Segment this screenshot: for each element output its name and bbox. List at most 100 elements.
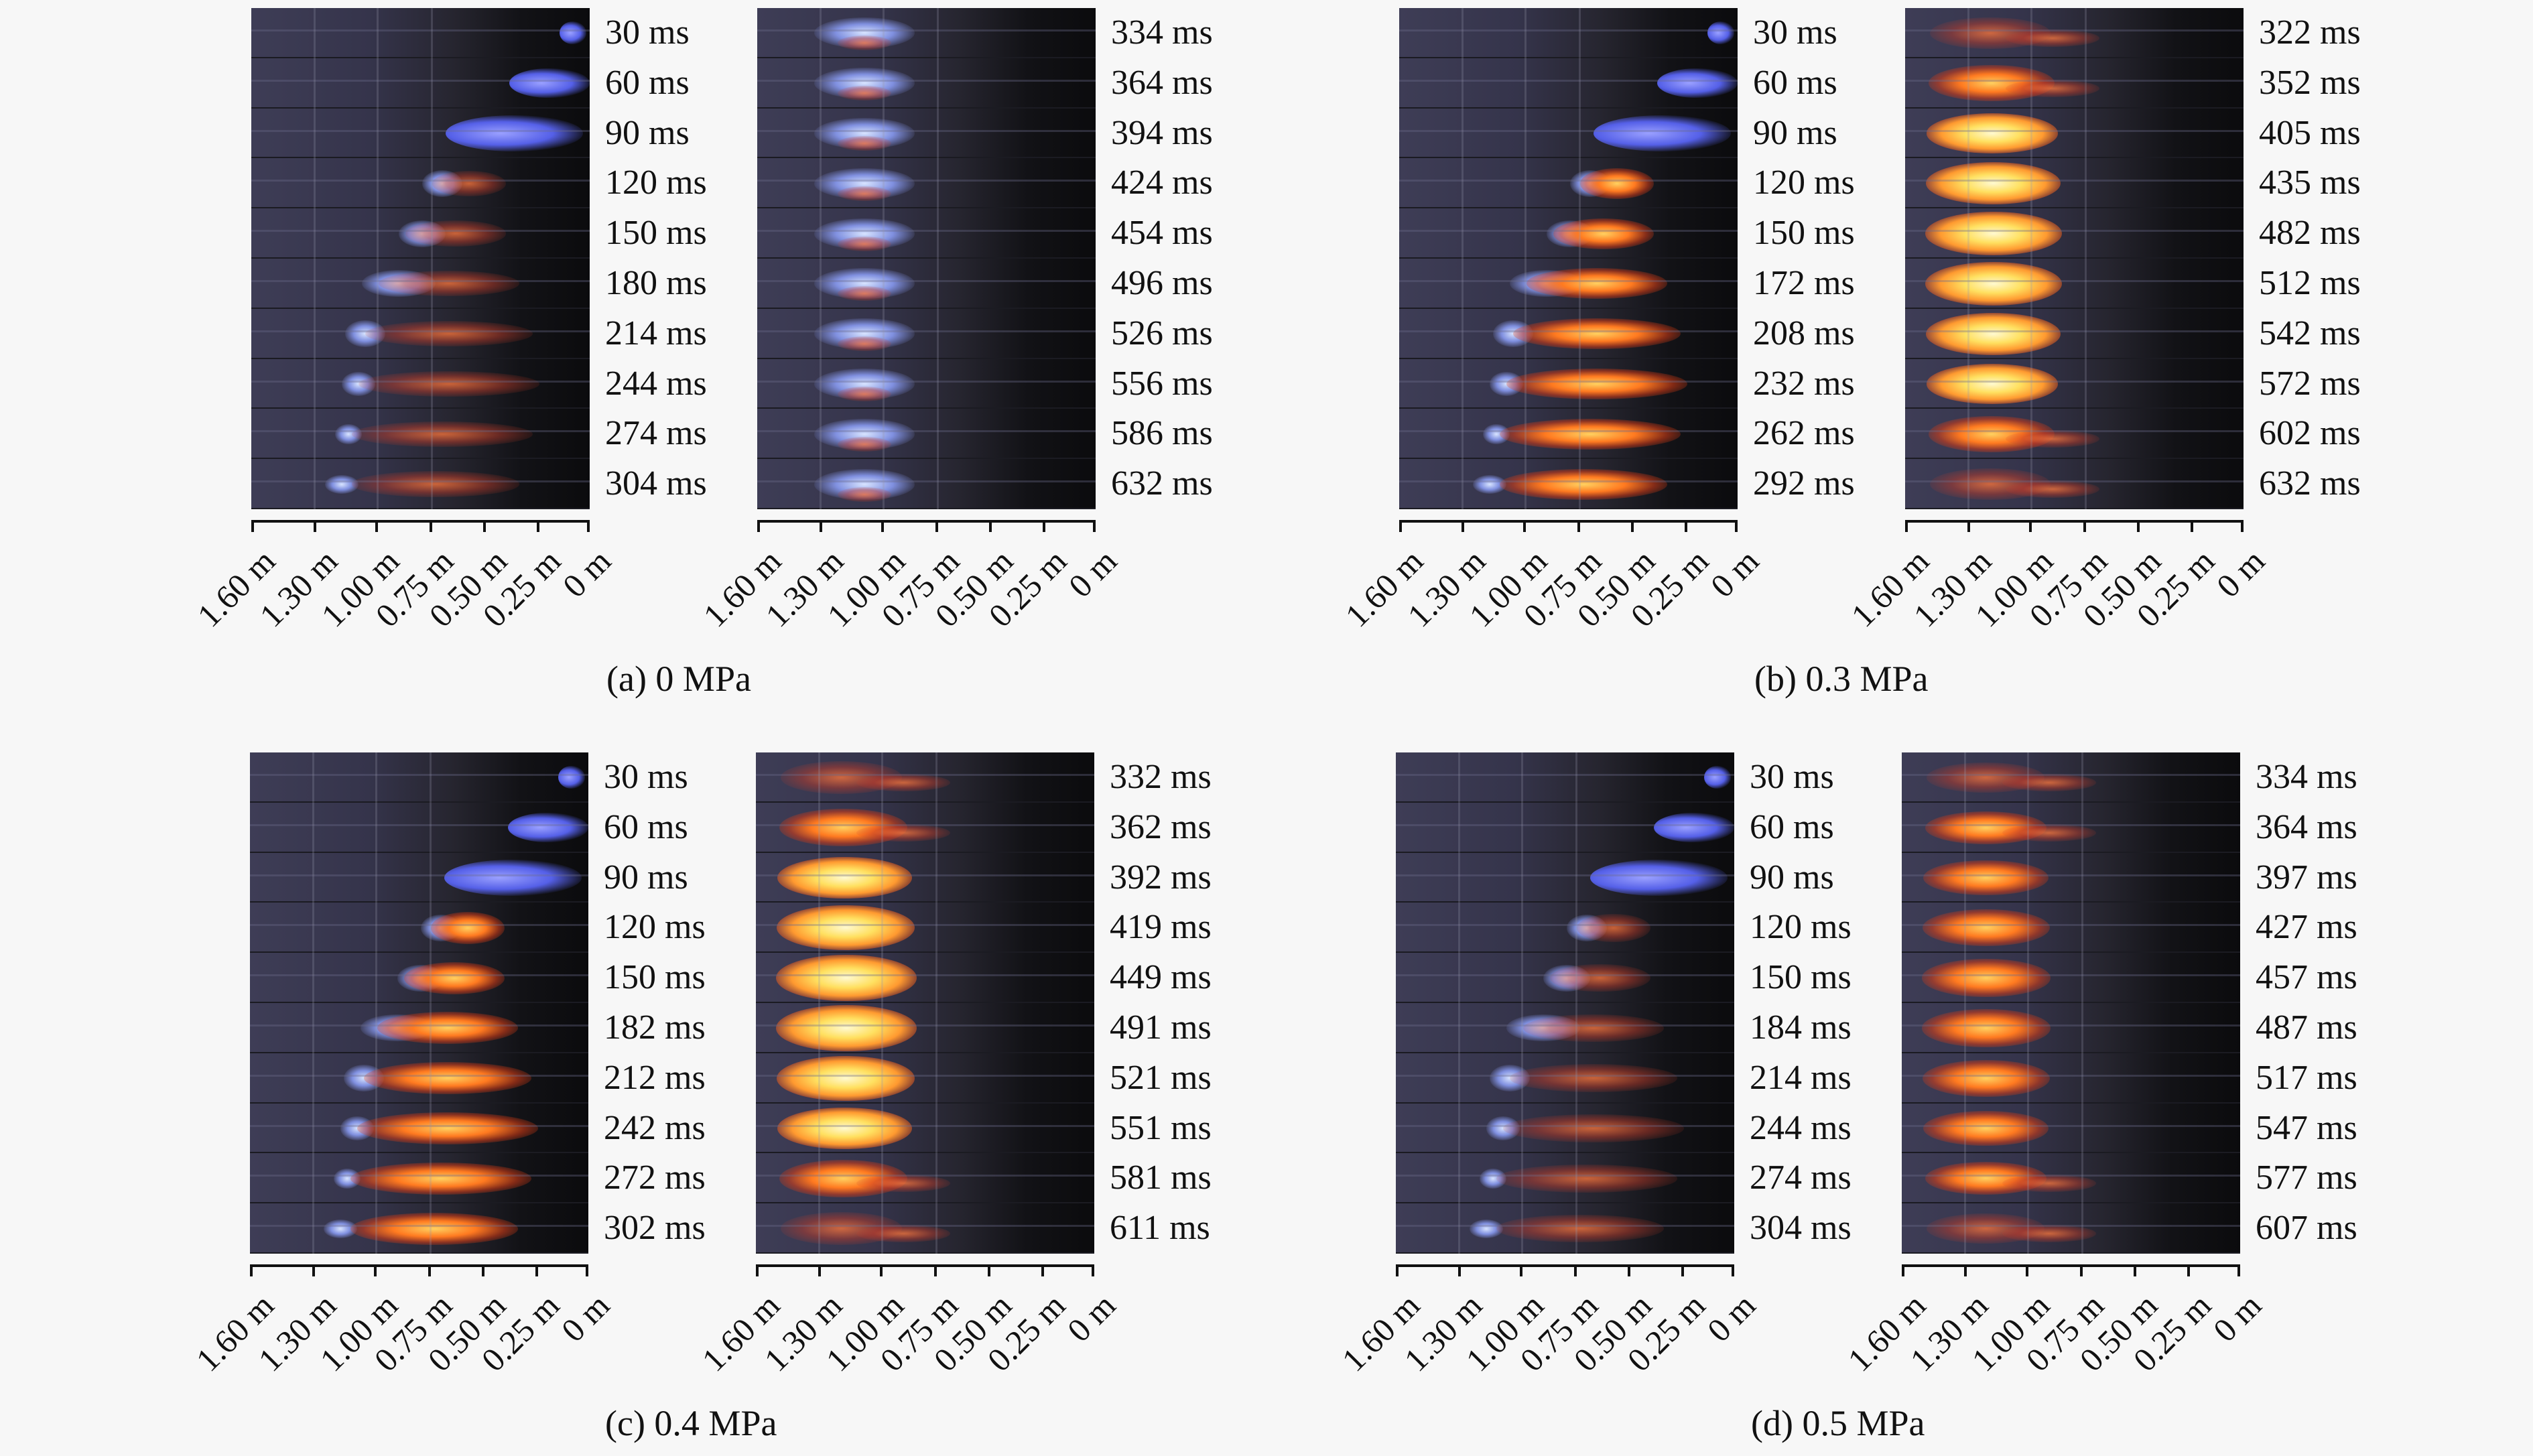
high-speed-frame <box>1905 459 2244 509</box>
high-speed-frame <box>757 58 1096 109</box>
high-speed-frame <box>251 8 590 58</box>
flame-region <box>1513 318 1681 349</box>
high-speed-frame <box>1396 752 1734 803</box>
time-label: 150 ms <box>1753 208 1855 259</box>
time-label: 212 ms <box>604 1053 706 1104</box>
flame-region <box>1923 1060 2050 1097</box>
high-speed-frame <box>250 1203 588 1254</box>
high-speed-frame <box>250 1153 588 1203</box>
axis-tick <box>2191 520 2193 532</box>
time-label: 362 ms <box>1110 803 1212 853</box>
tube-grid-line <box>1967 8 1969 509</box>
tube-grid-line <box>935 752 937 1254</box>
tube-grid-line <box>430 752 432 1254</box>
tube-grid-line <box>1521 752 1523 1254</box>
high-speed-frame <box>1396 1153 1734 1203</box>
high-speed-frame <box>251 158 590 208</box>
axis-tick <box>934 1264 937 1276</box>
flame-region <box>432 171 506 196</box>
figure-panel-c: 30 ms 60 ms 90 ms 120 ms 150 ms 182 ms 212 ms 2… <box>250 752 1470 1456</box>
high-speed-frame <box>757 8 1096 58</box>
right-image-strip <box>756 752 1094 1254</box>
axis-tick <box>1041 1264 1044 1276</box>
high-speed-frame <box>250 953 588 1003</box>
high-speed-frame <box>1399 259 1738 309</box>
flame-region <box>377 1012 518 1044</box>
time-label: 120 ms <box>604 903 706 953</box>
tube-grid-line <box>1458 752 1460 1254</box>
time-label: 364 ms <box>1111 58 1213 109</box>
tube-grid-line <box>375 752 377 1254</box>
flame-region <box>508 813 588 842</box>
time-label: 419 ms <box>1110 903 1212 953</box>
distance-axis: 1.60 m 1.30 m 1.00 m 0.75 m 0.50 m 0.25 m0 m <box>1399 509 1738 523</box>
axis-tick <box>537 520 539 532</box>
left-image-strip <box>251 8 590 509</box>
high-speed-frame <box>1902 853 2240 903</box>
time-label: 611 ms <box>1110 1203 1210 1254</box>
time-label: 182 ms <box>604 1003 706 1053</box>
tube-grid-line <box>883 8 885 509</box>
high-speed-frame <box>756 803 1094 853</box>
axis-tick <box>430 520 432 532</box>
flame-region <box>379 271 519 296</box>
time-label: 30 ms <box>1753 8 1837 58</box>
flame-region <box>446 115 583 151</box>
axis-tick <box>374 1264 377 1276</box>
time-label: 454 ms <box>1111 208 1213 259</box>
time-label: 150 ms <box>1750 953 1852 1003</box>
time-label: 150 ms <box>605 208 707 259</box>
time-label: 30 ms <box>604 752 688 803</box>
axis-tick <box>989 520 992 532</box>
high-speed-frame <box>1396 853 1734 903</box>
time-label: 602 ms <box>2259 409 2361 459</box>
flame-region <box>350 1163 531 1195</box>
flame-region <box>1553 218 1654 249</box>
high-speed-frame <box>757 459 1096 509</box>
time-label: 262 ms <box>1753 409 1855 459</box>
tube-grid-line <box>820 8 822 509</box>
tube-grid-line <box>2027 752 2029 1254</box>
high-speed-frame <box>756 1104 1094 1154</box>
time-label: 487 ms <box>2256 1003 2357 1053</box>
time-label: 526 ms <box>1111 309 1213 359</box>
axis-tick <box>251 520 254 532</box>
flame-region <box>1510 1064 1677 1092</box>
high-speed-frame <box>250 1053 588 1104</box>
flame-region <box>1523 1014 1664 1043</box>
high-speed-frame <box>1396 903 1734 953</box>
axis-tick <box>2137 520 2140 532</box>
axis-tick <box>1902 1264 1904 1276</box>
panel-caption: (c) 0.4 MPa <box>605 1402 777 1444</box>
flame-region <box>1496 1165 1677 1193</box>
high-speed-frame <box>756 1153 1094 1203</box>
axis-tick <box>1462 520 1464 532</box>
high-speed-frame <box>1396 803 1734 853</box>
high-speed-frame <box>1396 1104 1734 1154</box>
high-speed-frame <box>250 752 588 803</box>
high-speed-frame <box>1905 8 2244 58</box>
time-label: 449 ms <box>1110 953 1212 1003</box>
time-label: 214 ms <box>605 309 707 359</box>
distance-axis: 1.60 m 1.30 m 1.00 m 0.75 m 0.50 m 0.25 m0 m <box>1396 1254 1734 1267</box>
axis-tick <box>483 520 486 532</box>
time-label: 60 ms <box>604 803 688 853</box>
time-label: 304 ms <box>1750 1203 1852 1254</box>
high-speed-frame <box>756 1003 1094 1053</box>
time-label: 90 ms <box>605 109 690 159</box>
high-speed-frame <box>757 309 1096 359</box>
time-label: 352 ms <box>2259 58 2361 109</box>
axis-tick <box>1631 520 1634 532</box>
high-speed-frame <box>756 1053 1094 1104</box>
high-speed-frame <box>1399 109 1738 159</box>
time-label: 90 ms <box>604 853 688 903</box>
flame-region <box>1923 909 2050 946</box>
high-speed-frame <box>250 903 588 953</box>
time-label: 482 ms <box>2259 208 2361 259</box>
time-label: 244 ms <box>605 359 707 409</box>
time-label: 120 ms <box>1753 158 1855 208</box>
axis-tick <box>586 1264 588 1276</box>
high-speed-frame <box>1905 409 2244 459</box>
high-speed-frame <box>1902 752 2240 803</box>
flame-region <box>357 1112 538 1144</box>
